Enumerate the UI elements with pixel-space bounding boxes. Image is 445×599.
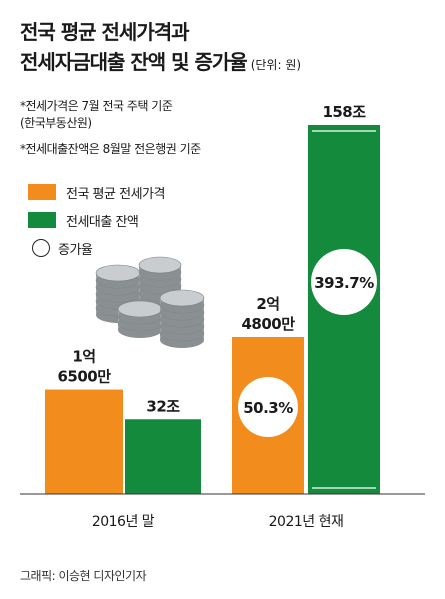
unit-label: (단위: 원) bbox=[250, 58, 302, 72]
data-label: 32조 bbox=[146, 397, 180, 415]
growth-rate-circle bbox=[238, 377, 298, 437]
credit-text: 그래픽: 이승현 디자인기자 bbox=[20, 569, 147, 583]
footnote-1: *전세가격은 7월 전국 주택 기준 bbox=[20, 99, 173, 113]
footnote-2: *전세대출잔액은 8월말 전은행권 기준 bbox=[20, 142, 201, 156]
legend-swatch-orange bbox=[28, 184, 56, 200]
data-label: 1억 bbox=[72, 348, 95, 366]
data-label: 6500만 bbox=[57, 368, 111, 386]
legend-item-jeonse-price: 전국 평균 전세가격 bbox=[28, 178, 165, 206]
chart-title-line1: 전국 평균 전세가격과 bbox=[20, 20, 190, 44]
x-tick-label: 2021년 현재 bbox=[269, 514, 344, 530]
growth-rate-label: 50.3% bbox=[243, 399, 293, 417]
legend-label: 증가율 bbox=[58, 242, 93, 258]
legend-swatch-green bbox=[28, 212, 56, 228]
bar-loan-balance-0 bbox=[125, 419, 201, 494]
footnote-1-source: (한국부동산원) bbox=[20, 116, 92, 130]
coin-stacks-icon bbox=[95, 256, 205, 348]
data-label: 2억 bbox=[256, 295, 279, 313]
legend-item-loan-balance: 전세대출 잔액 bbox=[28, 206, 165, 234]
growth-rate-label: 393.7% bbox=[314, 274, 374, 292]
chart-title-line2: 전세자금대출 잔액 및 증가율 (단위: 원) bbox=[20, 52, 301, 72]
legend-item-growth-rate: 증가율 bbox=[28, 234, 165, 262]
chart-marks: 1억 6500만 32조 2016년 말 2억 4800만 50.3% 158조 393.7% 2… bbox=[20, 103, 425, 530]
legend-circle-icon bbox=[32, 239, 50, 257]
growth-rate-circle bbox=[311, 249, 377, 315]
legend-label: 전국 평균 전세가격 bbox=[66, 186, 165, 202]
legend: 전국 평균 전세가격 전세대출 잔액 증가율 bbox=[28, 178, 165, 262]
x-tick-label: 2016년 말 bbox=[92, 514, 155, 530]
data-label: 4800만 bbox=[241, 315, 295, 333]
legend-label: 전세대출 잔액 bbox=[66, 214, 139, 230]
bar-jeonse-price-0 bbox=[45, 389, 123, 494]
title-text: 전세자금대출 잔액 및 증가율 bbox=[20, 50, 248, 74]
data-label: 158조 bbox=[322, 103, 366, 121]
